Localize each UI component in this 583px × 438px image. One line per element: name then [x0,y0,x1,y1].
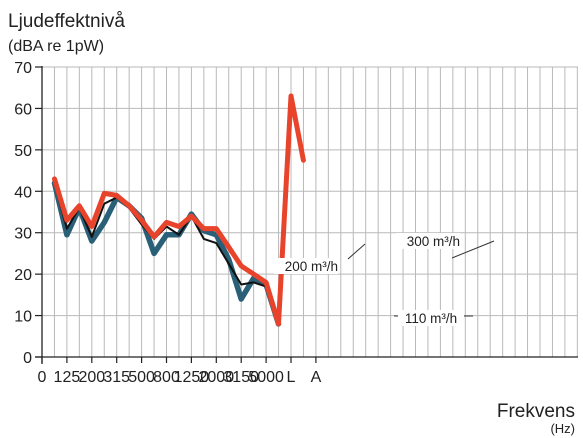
y-tick-label: 10 [14,309,32,326]
x-tick-label: A [311,369,322,386]
y-tick-label: 40 [14,184,32,201]
x-tick-label: 3150 [223,369,259,386]
y-axis: 0 10 20 30 40 50 60 70 [14,60,43,367]
y-tick-label: 70 [14,60,32,77]
annotation-bg [274,258,338,274]
chart-title: Ljudeffektnivå [8,11,125,32]
series-annotation: 110 m³/h [405,311,457,326]
y-tick-label: 50 [14,143,32,160]
x-tick-label: 1250 [174,369,210,386]
series-line-3 [52,93,306,327]
annotation-leader [451,240,495,259]
x-tick-label: 800 [153,369,180,386]
annotation-bg [396,233,460,249]
x-tick-label: L [287,369,296,386]
series-annotation: 200 m³/h [285,259,338,274]
x-axis-unit: (Hz) [550,421,575,436]
x-tick-label: 200 [78,369,105,386]
series-annotation: 300 m³/h [407,234,460,249]
annotation-leader [347,243,366,260]
y-tick-label: 30 [14,226,32,243]
series-line-1 [51,180,282,327]
y-tick-label: 60 [14,101,32,118]
y-tick-label: 20 [14,267,32,284]
x-axis-label: Frekvens [497,401,575,422]
x-tick-label: 2000 [199,369,235,386]
x-tick-label: 0 [38,369,47,386]
grid [42,66,578,357]
series-line-2 [53,182,280,325]
x-tick-label: 500 [128,369,155,386]
series-group [51,93,306,327]
x-tick-label: 125 [54,369,81,386]
x-tick-label: 315 [103,369,130,386]
chart-subtitle: (dBA re 1pW) [8,38,104,55]
annotation-bg [398,310,464,326]
annotations: 300 m³/h 200 m³/h 110 m³/h [274,233,495,326]
x-tick-label: 5000 [248,369,284,386]
y-tick-label: 0 [23,350,32,367]
